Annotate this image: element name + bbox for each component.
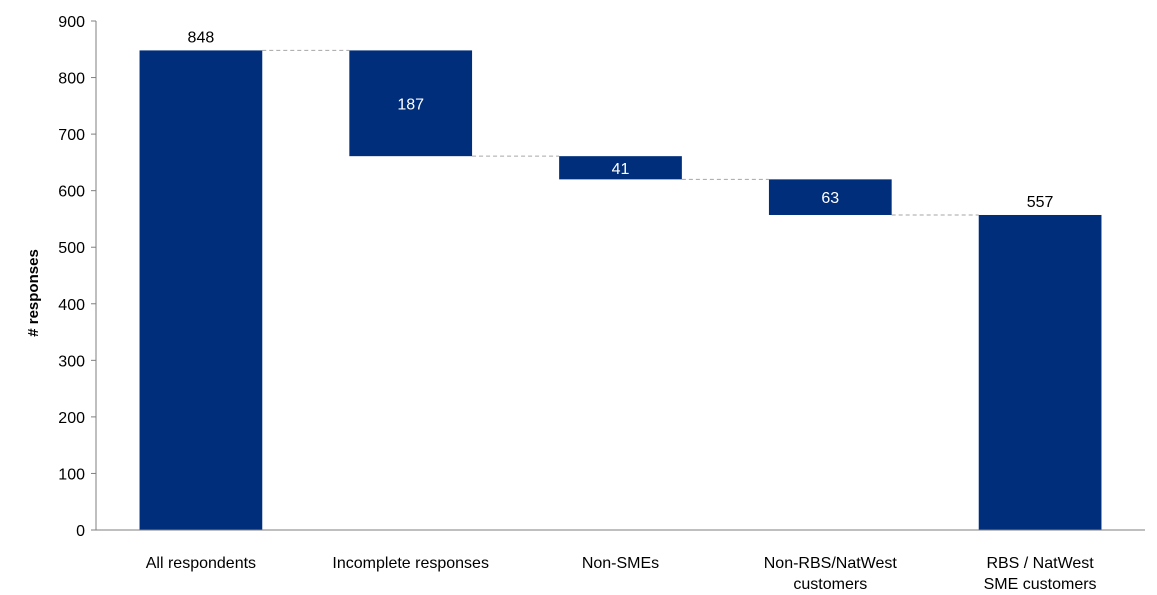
y-tick-label: 200 xyxy=(58,410,85,427)
category-label: Non-RBS/NatWest customers xyxy=(764,555,898,593)
connector-lines xyxy=(262,49,979,216)
category-label: RBS / NatWest SME customers xyxy=(984,555,1097,593)
bar xyxy=(559,156,682,180)
bars xyxy=(139,50,1102,531)
y-tick-label: 700 xyxy=(58,127,85,144)
y-tick-label: 900 xyxy=(58,14,85,31)
data-label: 41 xyxy=(612,161,630,178)
y-tick-label: 0 xyxy=(76,523,85,540)
category-label: Non-SMEs xyxy=(582,555,659,572)
y-axis-title: # responses xyxy=(25,249,42,337)
category-label: Incomplete responses xyxy=(332,555,489,572)
bar xyxy=(978,214,1102,531)
data-label: 187 xyxy=(397,96,424,113)
data-label: 557 xyxy=(1027,194,1054,211)
y-tick-label: 100 xyxy=(58,466,85,483)
data-label: 848 xyxy=(188,29,215,46)
y-tick-label: 600 xyxy=(58,184,85,201)
y-tick-label: 300 xyxy=(58,353,85,370)
data-labels: 848 187 41 63 557 xyxy=(188,29,1054,211)
category-label: All respondents xyxy=(146,555,256,572)
bar xyxy=(139,50,263,531)
axes: 0 100 200 300 400 500 600 700 800 900 All responde… xyxy=(58,14,1145,593)
bar xyxy=(768,179,892,215)
y-tick-label: 800 xyxy=(58,71,85,88)
y-tick-label: 500 xyxy=(58,240,85,257)
y-tick-label: 400 xyxy=(58,297,85,314)
bar xyxy=(349,50,473,157)
data-label: 63 xyxy=(821,190,839,207)
